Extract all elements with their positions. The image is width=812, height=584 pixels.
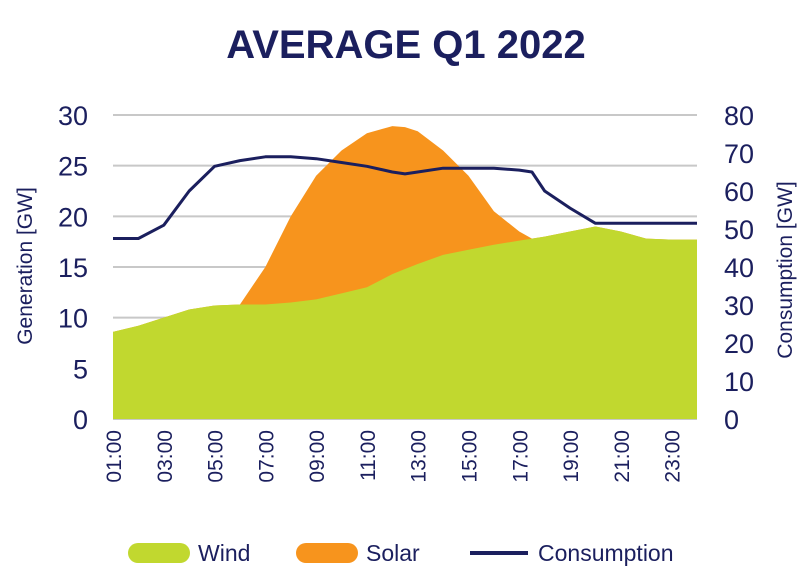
left-tick-label: 15: [58, 253, 88, 283]
x-tick-label: 09:00: [306, 430, 329, 483]
right-tick-label: 40: [724, 253, 754, 283]
wind-area: [113, 226, 697, 419]
line-series: [113, 155, 697, 240]
left-tick-label: 10: [58, 304, 88, 334]
right-tick-label: 80: [724, 101, 754, 131]
x-axis-ticks: 01:00 03:00 05:00 07:00 09:00 11:00 13:00 15:00…: [103, 430, 685, 483]
left-axis-ticks: 0 5 10 15 20 25 30: [58, 101, 88, 435]
right-tick-label: 0: [724, 405, 739, 435]
wind-legend-swatch: [128, 543, 190, 563]
left-tick-label: 5: [73, 354, 88, 384]
right-tick-label: 50: [724, 215, 754, 245]
right-tick-label: 60: [724, 177, 754, 207]
right-tick-label: 70: [724, 139, 754, 169]
x-tick-label: 17:00: [509, 430, 532, 483]
area-series: [113, 126, 697, 419]
x-tick-label: 21:00: [611, 430, 634, 483]
consumption-line: [113, 155, 697, 240]
x-tick-label: 05:00: [205, 430, 228, 483]
right-tick-label: 30: [724, 291, 754, 321]
x-tick-label: 19:00: [560, 430, 583, 483]
right-tick-label: 10: [724, 367, 754, 397]
left-tick-label: 0: [73, 405, 88, 435]
solar-legend-label: Solar: [366, 540, 420, 566]
right-tick-label: 20: [724, 329, 754, 359]
x-tick-label: 03:00: [154, 430, 177, 483]
solar-legend-swatch: [296, 543, 358, 563]
x-tick-label: 23:00: [662, 430, 685, 483]
right-axis-ticks: 0 10 20 30 40 50 60 70 80: [724, 101, 754, 435]
consumption-legend-label: Consumption: [538, 540, 674, 566]
left-tick-label: 20: [58, 202, 88, 232]
left-tick-label: 25: [58, 152, 88, 182]
x-tick-label: 11:00: [357, 430, 380, 481]
x-tick-label: 07:00: [255, 430, 278, 483]
x-tick-label: 01:00: [103, 430, 126, 483]
chart-title: AVERAGE Q1 2022: [226, 23, 585, 67]
wind-legend-label: Wind: [198, 540, 250, 566]
legend: Wind Solar Consumption: [128, 540, 674, 566]
right-axis-label: Consumption [GW]: [774, 181, 797, 358]
left-axis-label: Generation [GW]: [14, 187, 37, 345]
x-tick-label: 13:00: [408, 430, 431, 483]
left-tick-label: 30: [58, 101, 88, 131]
x-tick-label: 15:00: [458, 430, 481, 483]
